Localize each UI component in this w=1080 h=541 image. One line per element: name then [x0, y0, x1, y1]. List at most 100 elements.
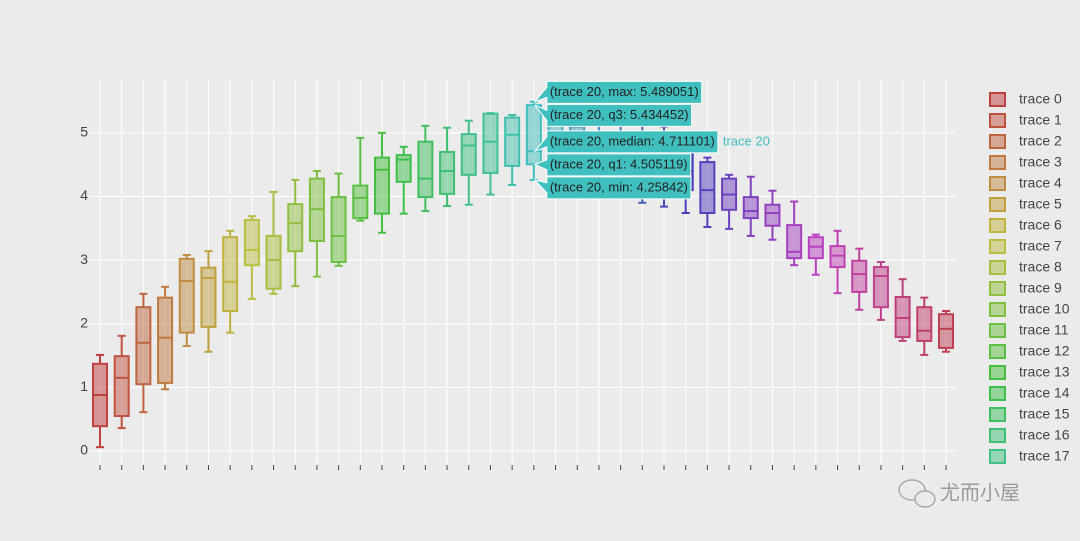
hover-text: (trace 20, q1: 4.505119): [550, 156, 688, 171]
legend-swatch[interactable]: [989, 176, 1006, 191]
legend-label[interactable]: trace 9: [1019, 280, 1062, 296]
y-tick-label: 4: [80, 187, 88, 203]
box-trace: [829, 229, 846, 295]
legend-label[interactable]: trace 4: [1019, 175, 1062, 191]
hover-label: (trace 20, q1: 4.505119): [533, 153, 692, 177]
box-trace: [742, 175, 759, 237]
legend-swatch[interactable]: [989, 344, 1006, 359]
legend-label[interactable]: trace 11: [1019, 322, 1069, 338]
legend-label[interactable]: trace 12: [1019, 343, 1070, 359]
hover-box: [533, 176, 692, 200]
hover-label: (trace 20, max: 5.489051): [533, 80, 703, 104]
box-trace: [699, 156, 716, 228]
box: [851, 259, 868, 293]
hover-label: (trace 20, q3: 5.434452): [534, 103, 693, 127]
legend-swatch[interactable]: [989, 281, 1006, 296]
box: [938, 313, 954, 349]
box-trace: [92, 353, 108, 449]
box-trace: [113, 334, 130, 430]
legend-swatch[interactable]: [989, 218, 1006, 233]
hover-box: [534, 103, 693, 127]
hover-name: trace 20: [723, 133, 770, 148]
box: [330, 196, 347, 263]
box: [113, 355, 130, 418]
box-trace: [894, 278, 911, 342]
box-trace: [439, 126, 456, 207]
watermark-text: 尤而小屋: [940, 481, 1020, 504]
box-trace: [330, 172, 347, 267]
legend-label[interactable]: trace 10: [1019, 301, 1070, 317]
legend-swatch[interactable]: [989, 449, 1006, 464]
legend-swatch[interactable]: [989, 113, 1006, 128]
box-trace: [916, 296, 933, 356]
box: [243, 219, 260, 267]
box: [439, 150, 456, 195]
box: [916, 306, 933, 342]
watermark: 尤而小屋: [898, 479, 1020, 508]
legend-label[interactable]: trace 6: [1019, 217, 1062, 233]
box: [352, 184, 369, 220]
box-trace: [352, 136, 369, 222]
box-trace: [374, 131, 390, 234]
box-trace: [222, 229, 239, 334]
legend-swatch[interactable]: [989, 428, 1006, 443]
legend-swatch[interactable]: [989, 197, 1006, 212]
hover-box: [533, 153, 692, 177]
legend-label[interactable]: trace 3: [1019, 154, 1062, 170]
legend-swatch[interactable]: [989, 155, 1006, 170]
box: [135, 306, 152, 386]
legend-label[interactable]: trace 17: [1019, 448, 1070, 464]
watermark-icon: [914, 490, 936, 508]
box-trace: [395, 145, 412, 215]
box-trace: [178, 254, 195, 347]
box: [178, 257, 195, 334]
hover-layer: (trace 20, max: 5.489051) (trace 20, q3: …: [533, 80, 770, 200]
box-trace: [504, 114, 521, 186]
box: [374, 156, 390, 215]
legend-swatch[interactable]: [989, 239, 1006, 254]
box: [786, 224, 803, 260]
legend-swatch[interactable]: [989, 92, 1006, 107]
hover-text: (trace 20, min: 4.25842): [550, 179, 688, 194]
box-trace: [243, 215, 260, 300]
hover-text: (trace 20, max: 5.489051): [550, 84, 699, 99]
legend-swatch[interactable]: [989, 260, 1006, 275]
legend-swatch[interactable]: [989, 323, 1006, 338]
box-trace: [200, 250, 217, 353]
legend-label[interactable]: trace 7: [1019, 238, 1062, 254]
y-tick-label: 0: [80, 442, 88, 458]
box-trace: [721, 173, 738, 230]
hover-label: (trace 20, min: 4.25842): [533, 176, 692, 200]
box: [482, 112, 499, 174]
box-trace: [938, 310, 954, 353]
legend[interactable]: trace 0 trace 1 trace 2 trace 3 trace 4 trace…: [989, 91, 1070, 464]
legend-label[interactable]: trace 0: [1019, 91, 1062, 107]
legend-label[interactable]: trace 16: [1019, 427, 1070, 443]
box: [265, 234, 282, 290]
legend-label[interactable]: trace 15: [1019, 406, 1070, 422]
box: [525, 104, 542, 166]
legend-swatch[interactable]: [989, 386, 1006, 401]
legend-label[interactable]: trace 14: [1019, 385, 1070, 401]
box: [200, 266, 217, 328]
legend-label[interactable]: trace 2: [1019, 133, 1062, 149]
box-trace: [265, 191, 282, 295]
box: [222, 236, 239, 313]
box: [742, 196, 759, 220]
box: [287, 203, 304, 253]
y-tick-label: 2: [80, 314, 88, 330]
legend-swatch[interactable]: [989, 302, 1006, 317]
legend-swatch[interactable]: [989, 134, 1006, 149]
box: [157, 296, 174, 384]
legend-label[interactable]: trace 5: [1019, 196, 1062, 212]
box: [460, 133, 477, 176]
box-trace: [764, 189, 781, 241]
legend-label[interactable]: trace 1: [1019, 112, 1062, 128]
legend-swatch[interactable]: [989, 365, 1006, 380]
legend-label[interactable]: trace 8: [1019, 259, 1062, 275]
legend-swatch[interactable]: [989, 407, 1006, 422]
box: [872, 266, 889, 309]
legend-label[interactable]: trace 13: [1019, 364, 1070, 380]
